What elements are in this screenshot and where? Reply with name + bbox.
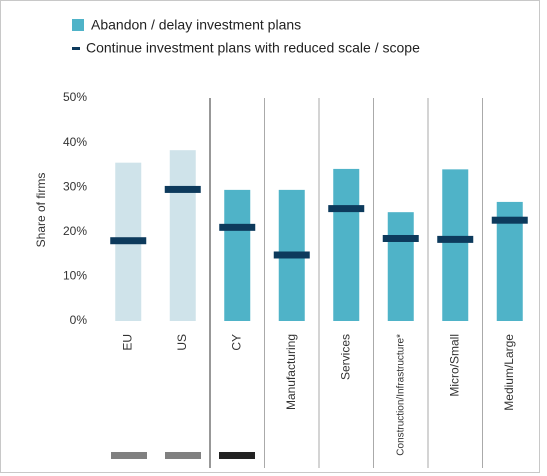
marker — [273, 251, 310, 259]
group-marker — [111, 452, 147, 459]
y-tick-label: 50% — [63, 90, 87, 104]
marker — [219, 223, 256, 231]
y-tick-label: 40% — [63, 135, 87, 149]
x-tick-label: Construction/Infrastructure* — [395, 334, 406, 456]
legend-swatch — [72, 47, 80, 50]
x-tick-label: Manufacturing — [284, 334, 298, 410]
x-tick-label: Micro/Small — [447, 334, 461, 397]
y-axis-label: Share of firms — [34, 173, 48, 248]
bar — [333, 168, 360, 321]
y-tick-label: 10% — [63, 269, 87, 283]
y-tick-label: 20% — [63, 224, 87, 238]
marker — [437, 235, 474, 243]
bar — [442, 169, 469, 321]
marker — [328, 205, 365, 213]
legend: Abandon / delay investment plans Continu… — [72, 17, 420, 56]
marker — [164, 185, 201, 193]
y-tick-label: 30% — [63, 179, 87, 193]
marker — [491, 216, 528, 224]
x-tick-label: EU — [120, 334, 134, 351]
x-tick-label: US — [175, 334, 189, 351]
legend-label: Abandon / delay investment plans — [91, 17, 301, 33]
group-marker — [219, 452, 255, 459]
legend-swatch — [72, 19, 84, 31]
x-tick-label: Medium/Large — [502, 334, 516, 411]
bar — [169, 150, 196, 321]
x-tick-label: CY — [229, 334, 243, 351]
x-tick-label: Services — [338, 334, 352, 380]
bar — [224, 189, 251, 321]
bar — [387, 212, 414, 321]
y-tick-label: 0% — [70, 313, 88, 327]
marker — [110, 237, 147, 245]
legend-label: Continue investment plans with reduced s… — [86, 40, 420, 56]
group-marker — [165, 452, 201, 459]
marker — [382, 234, 419, 242]
